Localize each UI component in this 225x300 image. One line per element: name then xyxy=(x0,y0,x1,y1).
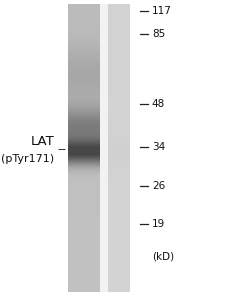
Text: (kD): (kD) xyxy=(151,251,173,262)
Text: (pTyr171): (pTyr171) xyxy=(1,154,54,164)
Text: 19: 19 xyxy=(151,219,164,230)
Text: --: -- xyxy=(57,143,66,156)
Text: 34: 34 xyxy=(151,142,164,152)
Text: 26: 26 xyxy=(151,181,164,191)
Text: 117: 117 xyxy=(151,6,171,16)
Text: LAT: LAT xyxy=(30,135,54,148)
Text: 85: 85 xyxy=(151,28,164,39)
Text: 48: 48 xyxy=(151,99,164,109)
